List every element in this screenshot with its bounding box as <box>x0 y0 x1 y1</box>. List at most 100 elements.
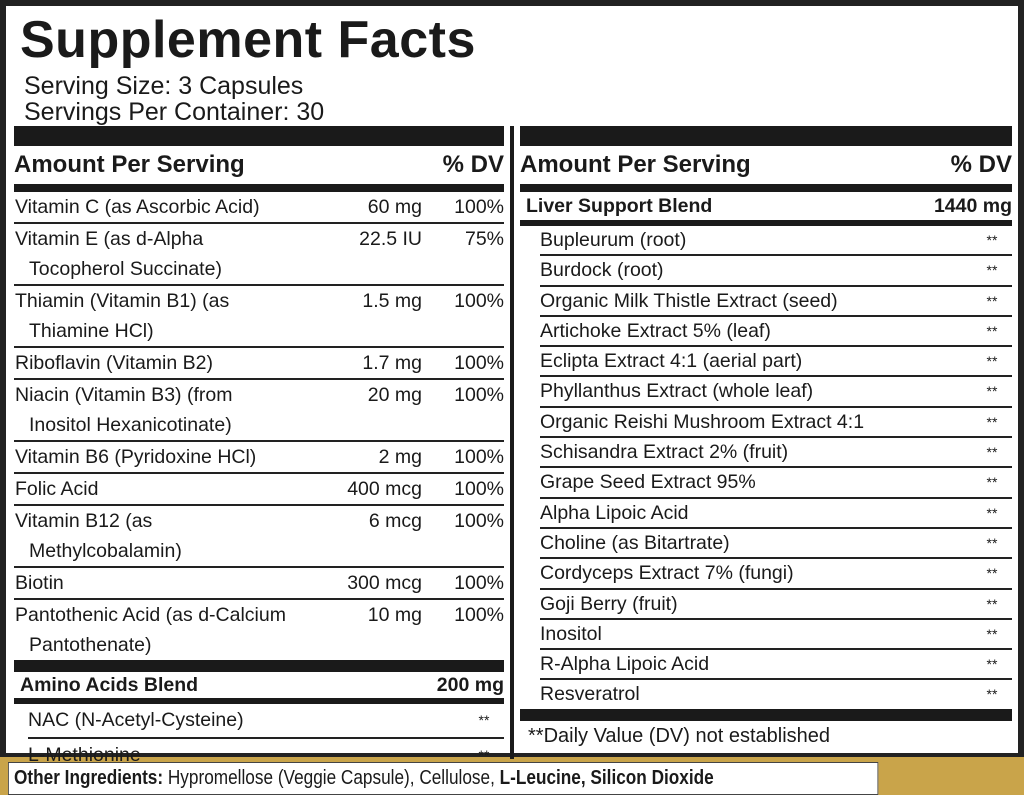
ingredient-dv: ** <box>986 534 998 551</box>
liver-blend-row: Liver Support Blend 1440 mg <box>520 192 1012 220</box>
blend-item: Grape Seed Extract 95% ** <box>540 468 1012 499</box>
ingredient-dv: ** <box>986 262 998 279</box>
nutrient-name-line: Pantothenic Acid (as d-Calcium <box>15 604 286 626</box>
column-divider <box>510 126 514 759</box>
ingredient-dv: ** <box>986 686 998 703</box>
ingredient-dv: ** <box>986 292 998 309</box>
other-ingredients-text: Hypromellose (Veggie Capsule), Cellulose… <box>163 767 500 789</box>
nutrient-row: Pantothenic Acid (as d-Calcium Pantothena… <box>14 600 504 660</box>
nutrient-dv: 100% <box>454 290 504 312</box>
blend-item: Organic Milk Thistle Extract (seed) ** <box>540 287 1012 317</box>
dv-label: % DV <box>950 151 1012 178</box>
nutrient-name-line: Vitamin B6 (Pyridoxine HCl) <box>15 446 257 468</box>
ingredient-dv: ** <box>986 353 998 370</box>
ingredient-name: Schisandra Extract 2% (fruit) <box>540 441 789 464</box>
nutrient-name: Thiamin (Vitamin B1) (as Thiamine HCl) <box>14 286 322 346</box>
supplement-facts-panel: Supplement Facts Serving Size: 3 Capsule… <box>0 0 1024 766</box>
left-header: Amount Per Serving % DV <box>14 146 504 184</box>
other-ingredients-label: Other Ingredients: <box>14 767 164 789</box>
ingredient-name: Alpha Lipoic Acid <box>540 501 689 524</box>
nutrient-row: Riboflavin (Vitamin B2) 1.7 mg 100% <box>14 348 504 380</box>
other-ingredients-bold: L-Leucine, Silicon Dioxide <box>499 767 714 789</box>
nutrient-amount: 6 mcg <box>368 510 422 532</box>
vitamin-rows: Vitamin C (as Ascorbic Acid) 60 mg 100% Vit… <box>14 192 504 660</box>
nutrient-dv: 100% <box>454 572 504 594</box>
thick-bar <box>14 126 504 146</box>
amount-per-serving-label: Amount Per Serving <box>14 151 245 178</box>
nutrient-dv: 100% <box>454 604 504 626</box>
ingredient-dv: ** <box>478 747 490 763</box>
liver-blend-items: Bupleurum (root) ** Burdock (root) ** Organi… <box>520 226 1012 709</box>
amino-blend-row: Amino Acids Blend 200 mg <box>14 672 504 698</box>
blend-item: Artichoke Extract 5% (leaf) ** <box>540 317 1012 348</box>
ingredient-dv: ** <box>986 444 998 461</box>
nutrient-amount: 300 mcg <box>347 572 422 594</box>
thick-bar <box>14 698 504 704</box>
ingredient-dv: ** <box>986 413 998 430</box>
nutrient-dv: 100% <box>454 196 504 218</box>
blend-item: Goji Berry (fruit) ** <box>540 590 1012 620</box>
nutrient-name: Vitamin C (as Ascorbic Acid) <box>14 192 322 222</box>
nutrient-name-line: Vitamin C (as Ascorbic Acid) <box>15 196 260 218</box>
blend-item: Cordyceps Extract 7% (fungi) ** <box>540 559 1012 590</box>
dv-footnote: **Daily Value (DV) not established <box>528 724 831 747</box>
ingredient-dv: ** <box>986 565 998 582</box>
blend-amount: 1440 mg <box>933 194 1012 217</box>
ingredient-name: Resveratrol <box>540 683 640 706</box>
ingredient-name: Organic Milk Thistle Extract (seed) <box>540 289 838 312</box>
ingredient-name: Artichoke Extract 5% (leaf) <box>540 319 771 342</box>
nutrient-name-line: Thiamin (Vitamin B1) (as <box>15 290 230 312</box>
nutrient-name-line: Biotin <box>15 572 64 594</box>
nutrient-name: Vitamin B12 (as Methylcobalamin) <box>14 506 322 566</box>
nutrient-amount: 60 mg <box>367 196 422 218</box>
nutrient-row: Biotin 300 mcg 100% <box>14 568 504 600</box>
ingredient-name: L-Methionine <box>28 744 141 766</box>
ingredient-name: Bupleurum (root) <box>540 229 687 251</box>
dv-label: % DV <box>442 151 504 178</box>
blend-name: Liver Support Blend <box>526 194 713 217</box>
blend-item: Organic Reishi Mushroom Extract 4:1 ** <box>540 408 1012 439</box>
nutrient-row: Vitamin C (as Ascorbic Acid) 60 mg 100% <box>14 192 504 224</box>
nutrient-amount: 400 mcg <box>347 478 422 500</box>
nutrient-dv: 100% <box>454 384 504 406</box>
ingredient-name: Choline (as Bitartrate) <box>540 531 730 554</box>
nutrient-name: Pantothenic Acid (as d-Calcium Pantothena… <box>14 600 322 660</box>
ingredient-name: Organic Reishi Mushroom Extract 4:1 <box>540 410 865 433</box>
blend-item: Schisandra Extract 2% (fruit) ** <box>540 438 1012 469</box>
nutrient-name-line: Niacin (Vitamin B3) (from <box>15 384 233 406</box>
nutrient-amount: 20 mg <box>367 384 422 406</box>
blend-item: Eclipta Extract 4:1 (aerial part) ** <box>540 347 1012 378</box>
blend-item: Choline (as Bitartrate) ** <box>540 529 1012 560</box>
ingredient-dv: ** <box>986 656 998 673</box>
ingredient-dv: ** <box>986 474 998 491</box>
ingredient-name: NAC (N-Acetyl-Cysteine) <box>28 709 244 731</box>
ingredient-dv: ** <box>986 322 998 339</box>
nutrient-name: Riboflavin (Vitamin B2) <box>14 348 322 378</box>
nutrient-name-line: Inositol Hexanicotinate) <box>29 414 232 436</box>
servings-per-container: Servings Per Container: 30 <box>24 98 325 126</box>
amount-per-serving-label: Amount Per Serving <box>520 151 751 178</box>
blend-item: L-Methionine ** <box>28 739 504 772</box>
blend-amount: 200 mg <box>436 673 504 696</box>
nutrient-amount: 1.5 mg <box>362 290 422 312</box>
nutrient-amount: 1.7 mg <box>362 352 422 374</box>
blend-item: Burdock (root) ** <box>540 256 1012 287</box>
blend-item: NAC (N-Acetyl-Cysteine) ** <box>28 704 504 739</box>
ingredient-dv: ** <box>986 504 998 521</box>
ingredient-name: Burdock (root) <box>540 259 664 282</box>
nutrient-dv: 100% <box>454 352 504 374</box>
serving-size: Serving Size: 3 Capsules <box>24 72 304 100</box>
blend-item: Phyllanthus Extract (whole leaf) ** <box>540 377 1012 408</box>
ingredient-name: Goji Berry (fruit) <box>540 592 678 615</box>
blend-item: Bupleurum (root) ** <box>540 226 1012 257</box>
ingredient-name: Cordyceps Extract 7% (fungi) <box>540 562 794 585</box>
other-ingredients: Other Ingredients: Hypromellose (Veggie … <box>8 762 879 795</box>
nutrient-name: Folic Acid <box>14 474 322 504</box>
ingredient-dv: ** <box>986 232 998 248</box>
blend-item: Resveratrol ** <box>540 680 1012 708</box>
nutrient-name-line: Folic Acid <box>15 478 99 500</box>
thick-bar <box>520 708 1012 721</box>
nutrient-dv: 100% <box>454 478 504 500</box>
nutrient-row: Niacin (Vitamin B3) (from Inositol Hexani… <box>14 380 504 442</box>
right-header: Amount Per Serving % DV <box>520 146 1012 184</box>
